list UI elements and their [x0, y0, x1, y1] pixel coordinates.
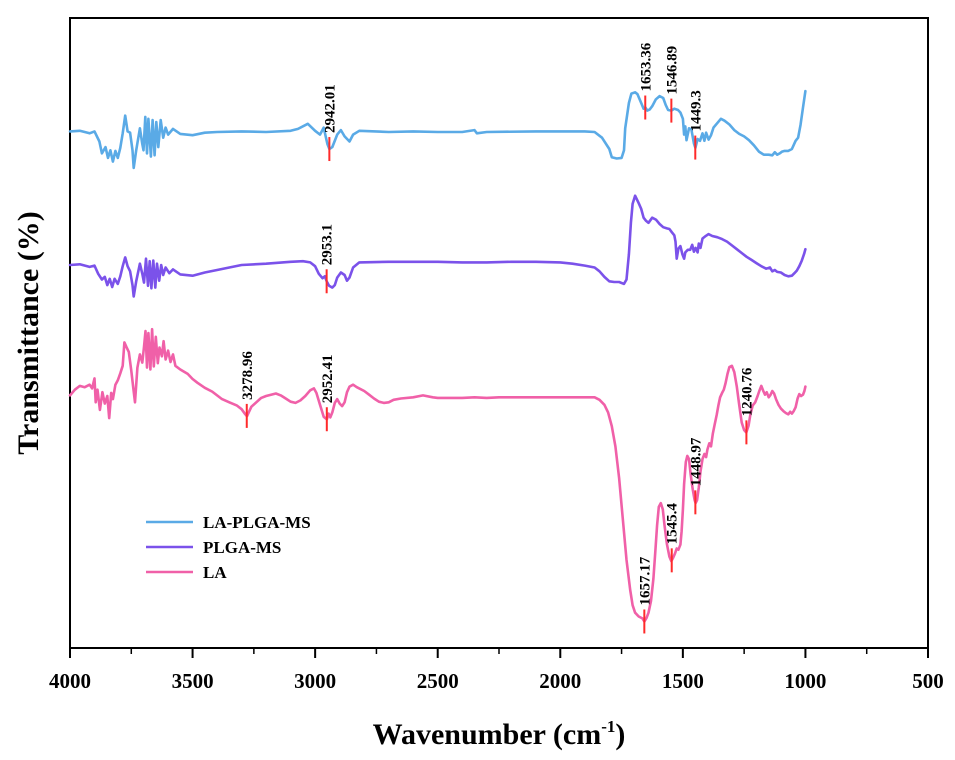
peak-label: 1653.36 [638, 42, 654, 91]
series-line-plga-ms [68, 194, 807, 298]
y-axis-title: Transmittance (%) [12, 211, 45, 455]
x-tick-label: 3000 [294, 669, 336, 693]
x-tick-label: 4000 [49, 669, 91, 693]
x-tick-label: 2500 [417, 669, 459, 693]
x-tick-label: 2000 [539, 669, 581, 693]
legend: LA-PLGA-MS PLGA-MS LA [146, 513, 311, 582]
peak-label: 1449.3 [688, 90, 704, 131]
x-axis: 4000 3500 3000 2500 2000 1500 1000 500 [49, 648, 944, 693]
peak-label: 1240.76 [739, 367, 755, 416]
x-axis-title: Wavenumber (cm-1) [373, 717, 626, 751]
peak-label: 1545.4 [665, 503, 681, 545]
peak-label: 3278.96 [240, 351, 256, 400]
x-tick-label: 500 [912, 669, 944, 693]
x-tick-label: 1500 [662, 669, 704, 693]
series-line-la [68, 327, 807, 623]
x-tick-label: 3500 [172, 669, 214, 693]
legend-label: PLGA-MS [203, 538, 281, 557]
peak-label: 1448.97 [688, 437, 704, 486]
peak-markers: 2942.01 1653.36 1546.89 1449.3 2953.1 3278.96… [240, 42, 755, 634]
peak-label: 1546.89 [664, 46, 680, 95]
plot-frame [69, 17, 929, 649]
peak-label: 2953.1 [320, 224, 336, 265]
peak-label: 1657.17 [637, 556, 653, 605]
peak-label: 2942.01 [322, 84, 338, 133]
series-line-la-plga-ms [68, 89, 807, 170]
peak-label: 2952.41 [320, 354, 336, 403]
legend-label: LA [203, 563, 227, 582]
legend-label: LA-PLGA-MS [203, 513, 311, 532]
series-layer [68, 89, 807, 623]
x-tick-label: 1000 [784, 669, 826, 693]
